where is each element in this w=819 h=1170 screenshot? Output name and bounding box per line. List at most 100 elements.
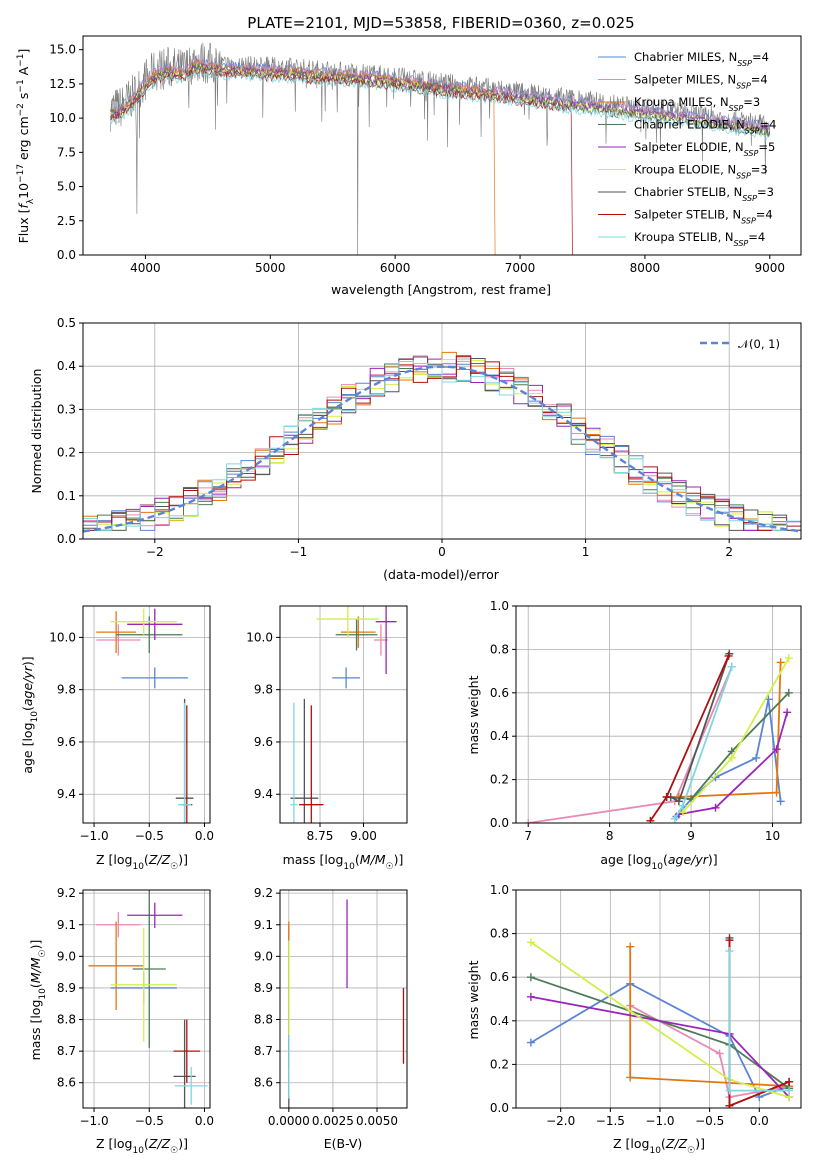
mass-vs-Z-xtick-label: 0.0 [195, 1114, 214, 1128]
residuals-ytick-label: 0.3 [57, 402, 76, 416]
mass-vs-Z-frame [82, 889, 211, 1109]
mass-vs-EBV-ytick-label: 8.8 [254, 1013, 273, 1027]
age-vs-mass-axes: 8.75 9.00 9.4 9.6 9.8 10.0 [246, 605, 408, 843]
weight-vs-Z-xtick-label: −1.5 [596, 1114, 625, 1128]
spectrum-ytick-label: 15.0 [49, 43, 76, 57]
spectrum-model-line [110, 63, 771, 136]
spectrum-title: PLATE=2101, MJD=53858, FIBERID=0360, z=0… [247, 14, 634, 32]
weight-marker [785, 1086, 794, 1095]
mass-vs-EBV-ytick-label: 9.2 [254, 886, 273, 900]
legend-label: Chabrier ELODIE, NSSP=4 [634, 118, 776, 136]
mass-vs-Z-axes: −1.0 −0.5 0.0 8.6 8.7 8.8 8.9 9.0 9.1 9.2 [57, 886, 214, 1128]
spectrum-axes: 4000 5000 6000 7000 8000 9000 0.0 2.5 5.0 7.5 10.0… [49, 35, 802, 275]
spectrum-xtick-label: 9000 [755, 261, 786, 275]
spectrum-xtick-label: 8000 [630, 261, 661, 275]
weight-vs-age-xlabel: age [log10(age/yr)] [600, 852, 717, 872]
spectrum-frame [82, 35, 802, 256]
legend-label: Chabrier MILES, NSSP=4 [634, 50, 769, 68]
weight-marker [526, 938, 535, 947]
age-vs-Z-axes: −1.0 −0.5 0.0 9.4 9.6 9.8 10.0 [49, 605, 214, 843]
spectrum-plot [110, 42, 771, 255]
residuals-xtick-label: 1 [582, 545, 590, 559]
age-vs-Z-xlabel: Z [log10(Z/Z☉)] [96, 852, 188, 872]
residuals-plot [83, 351, 801, 533]
age-vs-Z-xtick-label: −0.5 [135, 829, 164, 843]
mass-vs-EBV-ytick-label: 8.7 [254, 1044, 273, 1058]
mass-vs-EBV-xtick-label: 0.0000 [268, 1114, 310, 1128]
mass-vs-EBV-xlabel: E(B-V) [324, 1136, 363, 1151]
weight-marker [526, 973, 535, 982]
legend-gaussian-label: 𝒩(0, 1) [738, 337, 780, 351]
age-vs-mass-xlabel: mass [log10(M/M☉)] [283, 852, 404, 872]
age-vs-Z-plot [96, 608, 194, 823]
age-vs-Z-ylabel: age [log10(age/yr)] [20, 656, 40, 773]
mass-vs-Z-ytick-label: 8.6 [57, 1076, 76, 1090]
weight-vs-age-ytick-label: 1.0 [490, 599, 509, 613]
weight-vs-Z-frame [515, 889, 802, 1109]
mass-vs-Z-ytick-label: 9.2 [57, 886, 76, 900]
residuals-ytick-label: 0.2 [57, 446, 76, 460]
weight-vs-Z-ytick-label: 0.2 [490, 1057, 509, 1071]
weight-vs-Z-ylabel: mass weight [466, 960, 481, 1039]
spectrum-xtick-label: 6000 [380, 261, 411, 275]
weight-marker [526, 1038, 535, 1047]
residuals-ytick-label: 0.0 [57, 532, 76, 546]
age-vs-Z-xtick-label: −1.0 [79, 829, 108, 843]
weight-vs-age-ytick-label: 0.0 [490, 816, 509, 830]
weight-marker [626, 942, 635, 951]
age-vs-mass-plot [290, 606, 397, 823]
weight-vs-age-plot [524, 649, 793, 823]
weight-vs-age-ytick-label: 0.4 [490, 729, 509, 743]
mass-vs-EBV-xtick-label: 0.0050 [356, 1114, 398, 1128]
age-vs-Z-ytick-label: 9.6 [57, 735, 76, 749]
legend-label: Salpeter MILES, NSSP=4 [634, 73, 768, 91]
weight-marker [725, 936, 734, 945]
weight-vs-Z-axes: −2.0 −1.5 −1.0 −0.5 0.0 0.0 0.2 0.4 0.6 0.8 1.0 [490, 883, 802, 1128]
weight-vs-age-ytick-label: 0.6 [490, 686, 509, 700]
spectrum-xtick-label: 7000 [505, 261, 536, 275]
age-vs-mass-ytick-label: 9.4 [254, 787, 273, 801]
legend-label: Chabrier STELIB, NSSP=3 [634, 185, 774, 203]
weight-marker [725, 947, 734, 956]
mass-vs-Z-xtick-label: −0.5 [135, 1114, 164, 1128]
weight-marker [727, 662, 736, 671]
weight-vs-Z-xlabel: Z [log10(Z/Z☉)] [613, 1136, 705, 1156]
weight-line [675, 699, 782, 818]
spectrum-model-line [110, 65, 771, 137]
weight-marker [674, 797, 683, 806]
spectrum-model-line [110, 56, 771, 130]
mass-vs-Z-plot [88, 890, 208, 1108]
mass-vs-EBV-ytick-label: 8.9 [254, 981, 273, 995]
weight-vs-Z-ytick-label: 0.6 [490, 970, 509, 984]
age-vs-Z-frame [82, 605, 211, 824]
spectrum-xtick-label: 4000 [130, 261, 161, 275]
age-vs-Z-ytick-label: 10.0 [49, 630, 76, 644]
spectrum-ytick-label: 0.0 [57, 248, 76, 262]
residuals-xtick-label: 0 [438, 545, 446, 559]
mass-vs-Z-ytick-label: 9.1 [57, 918, 76, 932]
weight-marker [670, 814, 679, 823]
legend-label: Kroupa MILES, NSSP=3 [634, 95, 760, 113]
weight-marker [724, 651, 733, 660]
age-vs-mass-xtick-label: 8.75 [307, 829, 334, 843]
spectrum-ytick-label: 7.5 [57, 145, 76, 159]
weight-marker [783, 708, 792, 717]
weight-vs-age-ytick-label: 0.8 [490, 642, 509, 656]
residuals-ytick-label: 0.5 [57, 316, 76, 330]
mass-vs-EBV-axes: 0.0000 0.0025 0.0050 8.6 8.7 8.8 8.9 9.0 9.1 9.2 [254, 886, 408, 1128]
residuals-xtick-label: −1 [290, 545, 308, 559]
weight-marker [725, 1086, 734, 1095]
spectrum-xlabel: wavelength [Angstrom, rest frame] [331, 282, 551, 297]
weight-line [528, 666, 733, 823]
spectrum-ytick-label: 10.0 [49, 111, 76, 125]
weight-marker [784, 654, 793, 663]
spectrum-model-line [110, 68, 771, 142]
spectrum-ytick-label: 5.0 [57, 180, 76, 194]
weight-marker [776, 797, 785, 806]
mass-vs-EBV-plot [288, 899, 405, 1108]
age-vs-mass-ytick-label: 10.0 [246, 630, 273, 644]
weight-vs-age-xtick-label: 10 [765, 829, 780, 843]
age-vs-mass-ytick-label: 9.8 [254, 683, 273, 697]
weight-marker [678, 801, 687, 810]
